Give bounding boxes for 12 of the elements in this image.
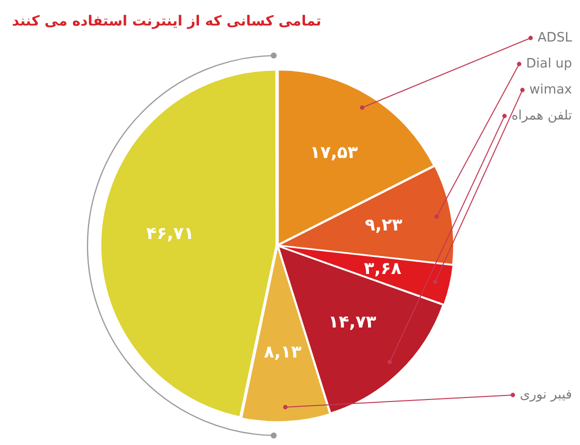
slice-label: فیبر نوری — [520, 387, 572, 402]
chart-title: تمامی کسانی که از اینترنت استفاده می کنند — [12, 14, 322, 30]
slice-label: تلفن همراه — [512, 108, 572, 124]
data-label: ۸,۱۳ — [264, 342, 302, 363]
data-label: ۳,۶۸ — [364, 259, 402, 280]
slice-label: wimax — [529, 82, 572, 98]
data-label: ۴۶,۷۱ — [146, 224, 194, 244]
slice-label: ADSL — [538, 30, 573, 46]
data-label: ۹,۲۳ — [364, 216, 404, 236]
data-label: ۱۴,۷۳ — [328, 312, 377, 333]
slice-label: Dial up — [526, 56, 572, 72]
data-label: ۱۷,۵۳ — [310, 142, 359, 163]
